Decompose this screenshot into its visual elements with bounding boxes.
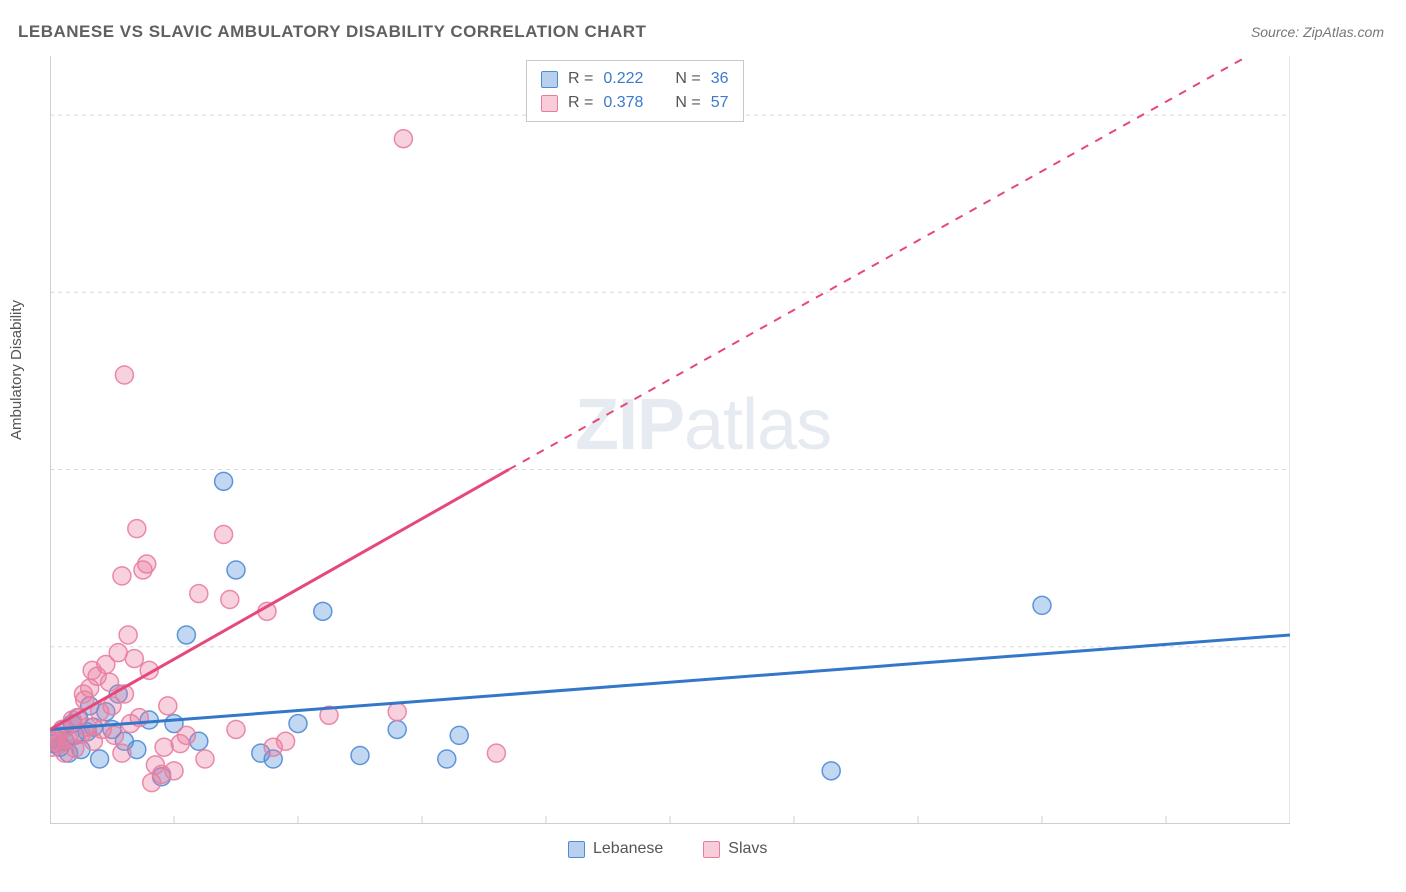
legend-bottom: Lebanese Slavs xyxy=(568,840,767,858)
r-value: 0.222 xyxy=(603,67,643,91)
legend-swatch xyxy=(568,841,585,858)
data-point xyxy=(227,561,245,579)
data-point xyxy=(125,650,143,668)
scatter-plot-area: 15.0%30.0%45.0%60.0%0.0%100.0% xyxy=(50,56,1290,824)
n-label: N = xyxy=(675,91,700,115)
data-point xyxy=(351,746,369,764)
stats-row: R = 0.222 N = 36 xyxy=(541,67,729,91)
data-point xyxy=(138,555,156,573)
data-point xyxy=(177,726,195,744)
data-point xyxy=(105,726,123,744)
data-point xyxy=(215,472,233,490)
data-point xyxy=(109,644,127,662)
data-point xyxy=(221,591,239,609)
data-point xyxy=(190,585,208,603)
r-value: 0.378 xyxy=(603,91,643,115)
data-point xyxy=(215,526,233,544)
legend-item: Lebanese xyxy=(568,840,663,858)
data-point xyxy=(155,738,173,756)
data-point xyxy=(101,673,119,691)
stats-row: R = 0.378 N = 57 xyxy=(541,91,729,115)
data-point xyxy=(74,685,92,703)
n-label: N = xyxy=(675,67,700,91)
correlation-stats-box: R = 0.222 N = 36 R = 0.378 N = 57 xyxy=(526,60,744,122)
legend-label: Lebanese xyxy=(593,840,663,858)
data-point xyxy=(450,726,468,744)
data-point xyxy=(196,750,214,768)
data-point xyxy=(487,744,505,762)
chart-title: LEBANESE VS SLAVIC AMBULATORY DISABILITY… xyxy=(18,22,646,42)
data-point xyxy=(277,732,295,750)
r-label: R = xyxy=(568,67,593,91)
data-point xyxy=(165,762,183,780)
data-point xyxy=(113,744,131,762)
data-point xyxy=(388,703,406,721)
regression-line xyxy=(50,635,1290,730)
data-point xyxy=(177,626,195,644)
r-label: R = xyxy=(568,91,593,115)
data-point xyxy=(1033,596,1051,614)
legend-item: Slavs xyxy=(703,840,767,858)
data-point xyxy=(388,720,406,738)
source-credit: Source: ZipAtlas.com xyxy=(1251,24,1384,40)
legend-label: Slavs xyxy=(728,840,767,858)
data-point xyxy=(159,697,177,715)
data-point xyxy=(128,520,146,538)
regression-line xyxy=(50,470,509,730)
legend-swatch xyxy=(703,841,720,858)
data-point xyxy=(394,130,412,148)
data-point xyxy=(91,750,109,768)
legend-swatch xyxy=(541,95,558,112)
data-point xyxy=(289,715,307,733)
data-point xyxy=(83,661,101,679)
scatter-plot-svg: 15.0%30.0%45.0%60.0%0.0%100.0% xyxy=(50,56,1290,824)
n-value: 36 xyxy=(711,67,729,91)
data-point xyxy=(119,626,137,644)
legend-swatch xyxy=(541,71,558,88)
data-point xyxy=(314,602,332,620)
y-axis-label: Ambulatory Disability xyxy=(8,300,25,440)
data-point xyxy=(113,567,131,585)
data-point xyxy=(822,762,840,780)
data-point xyxy=(115,366,133,384)
data-point xyxy=(227,720,245,738)
data-point xyxy=(438,750,456,768)
n-value: 57 xyxy=(711,91,729,115)
